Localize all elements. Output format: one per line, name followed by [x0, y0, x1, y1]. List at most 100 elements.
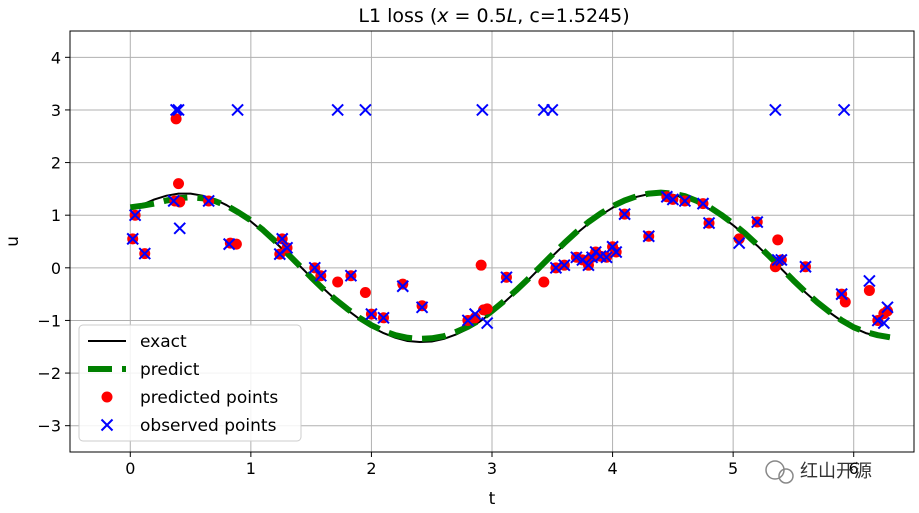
observed-point-stroke	[128, 208, 142, 222]
predicted-point	[397, 278, 409, 290]
predicted-point	[481, 303, 493, 315]
predicted-point	[839, 296, 851, 308]
legend-box	[78, 324, 302, 442]
observed-point-stroke	[202, 194, 215, 208]
observed-point	[128, 208, 142, 222]
observed-point-stroke	[415, 301, 429, 314]
observed-point-stroke	[359, 103, 372, 117]
observed-point-stroke	[606, 240, 619, 253]
observed-point-stroke	[576, 253, 589, 267]
observed-point	[877, 316, 891, 330]
title-suffix: , c=1.5245)	[517, 5, 629, 27]
y-tick-label: 4	[51, 48, 61, 67]
observed-point	[468, 307, 482, 321]
observed-points-legend-swatch	[100, 418, 114, 432]
x-tick-label: 1	[246, 459, 256, 478]
observed-point-stroke	[280, 241, 294, 255]
observed-point	[314, 269, 327, 282]
observed-point	[500, 271, 513, 284]
legend-label: exact	[140, 332, 187, 352]
observed-point	[280, 241, 294, 255]
observed-point	[558, 258, 571, 272]
observed-point	[799, 260, 812, 273]
observed-point-stroke	[666, 193, 680, 206]
observed-point	[881, 301, 894, 314]
observed-point-stroke	[476, 103, 489, 117]
observed-point	[582, 258, 595, 272]
predicted-point	[173, 178, 185, 190]
observed-point-stroke	[594, 250, 607, 263]
observed-point-stroke	[570, 251, 583, 264]
watermark: 红山开源	[765, 460, 872, 484]
observed-point	[480, 316, 494, 330]
observed-point-stroke	[344, 269, 358, 282]
x-tick-label: 3	[487, 459, 497, 478]
observed-point	[702, 216, 716, 230]
observed-point-stroke	[558, 258, 571, 272]
observed-point-stroke	[377, 311, 390, 325]
title-prefix: L1 loss (	[358, 5, 437, 27]
observed-point	[600, 251, 613, 264]
observed-point	[222, 237, 236, 251]
observed-point-stroke	[138, 247, 151, 260]
observed-point-stroke	[751, 215, 764, 229]
observed-point-stroke	[600, 251, 613, 264]
y-tick-label: 0	[51, 259, 61, 278]
observed-point-stroke	[275, 232, 289, 246]
predicted-point	[863, 284, 875, 296]
observed-point-stroke	[126, 232, 139, 246]
observed-point	[666, 193, 680, 206]
legend-label: observed points	[140, 416, 277, 436]
observed-point-stroke	[222, 237, 236, 251]
observed-point	[167, 194, 180, 208]
title-var-x: x	[436, 5, 449, 27]
x-axis-label: t	[489, 489, 496, 509]
observed-point-stroke	[167, 194, 180, 208]
observed-point-stroke	[314, 269, 327, 282]
predicted-point	[230, 238, 242, 250]
observed-point	[863, 274, 876, 288]
x-tick-label: 4	[607, 459, 617, 478]
observed-point	[751, 215, 764, 229]
observed-point	[169, 103, 183, 117]
observed-point	[202, 194, 215, 208]
observed-point-stroke	[702, 216, 716, 230]
observed-point-stroke	[468, 307, 482, 321]
observed-point-stroke	[396, 280, 409, 293]
y-tick-label: −1	[37, 311, 61, 330]
plot-markers	[126, 103, 894, 330]
observed-point	[126, 232, 139, 246]
title-var-L: L	[507, 5, 518, 27]
observed-point	[732, 236, 746, 250]
legend-item-exact: exact	[88, 332, 187, 352]
observed-point	[642, 230, 655, 243]
observed-point	[678, 194, 692, 208]
observed-point	[835, 287, 848, 301]
legend-item-observed-points: observed points	[100, 416, 277, 436]
observed-point-stroke	[500, 271, 513, 284]
y-tick-label: 2	[51, 154, 61, 173]
observed-point	[344, 269, 358, 282]
observed-point	[549, 261, 563, 275]
x-tick-label: 6	[849, 459, 859, 478]
y-tick-label: −3	[37, 417, 61, 436]
legend-item-predict: predict	[88, 360, 200, 380]
observed-point	[172, 103, 185, 117]
y-axis-label: u	[3, 236, 23, 247]
legend-item-predicted-points: predicted points	[101, 388, 278, 408]
observed-point	[231, 103, 244, 117]
observed-point	[618, 207, 631, 221]
observed-point-stroke	[549, 261, 563, 275]
observed-point	[606, 240, 619, 253]
legend-label: predicted points	[140, 388, 278, 408]
predicted-point	[359, 287, 371, 299]
predicted-points-legend-swatch	[101, 391, 113, 403]
x-tick-label: 0	[125, 459, 135, 478]
legend: exact predict predicted points observed poi…	[78, 324, 302, 442]
observed-point-stroke	[732, 236, 746, 250]
observed-point-stroke	[365, 307, 378, 321]
observed-point-stroke	[331, 103, 344, 117]
observed-point	[415, 301, 429, 314]
predicted-point	[538, 276, 550, 288]
x-tick-label: 5	[728, 459, 738, 478]
